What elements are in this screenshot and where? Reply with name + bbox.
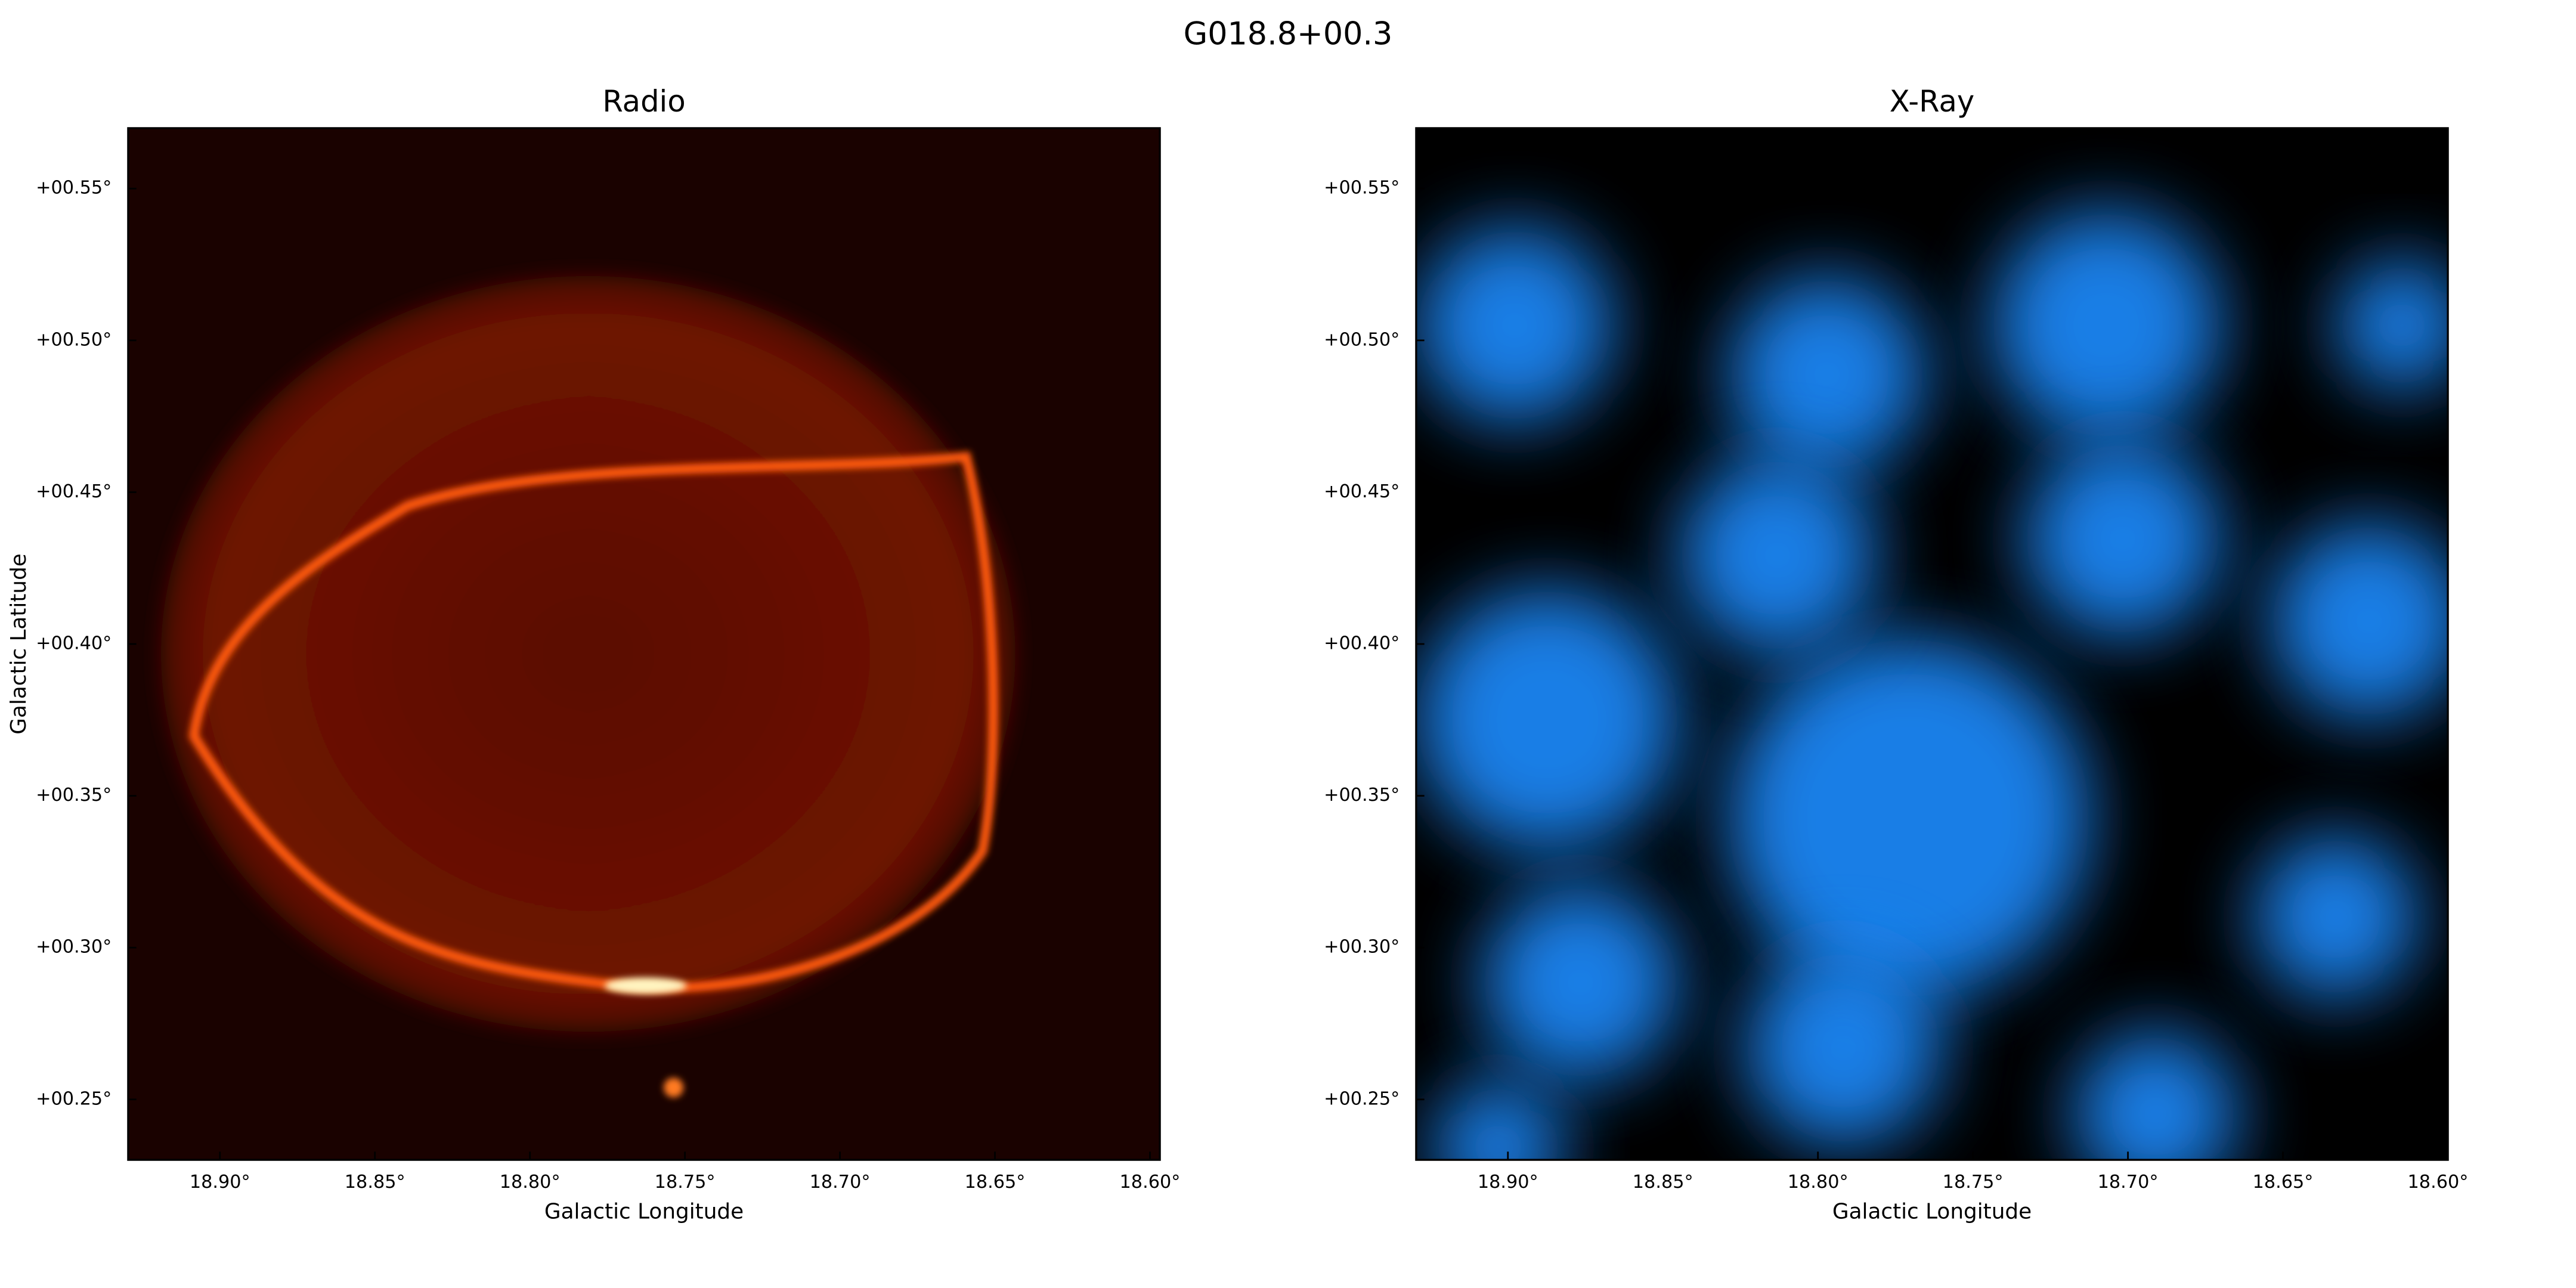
image-hotspot xyxy=(604,977,687,994)
x-tick-label: 18.85° xyxy=(345,1172,405,1193)
image-blob xyxy=(1432,1080,1564,1160)
image-blob xyxy=(2024,440,2221,637)
x-tick-label: 18.60° xyxy=(1120,1172,1181,1193)
y-tick-label: +00.50° xyxy=(1324,329,1400,350)
image-blob xyxy=(1416,588,1679,852)
image-blob xyxy=(2073,1032,2238,1160)
image-blob xyxy=(1416,227,1614,424)
y-tick-label: +00.30° xyxy=(1324,937,1400,958)
x-tick-label: 18.90° xyxy=(190,1172,250,1193)
panel-title: Radio xyxy=(602,84,685,119)
image-blob xyxy=(2270,522,2448,720)
y-tick-label: +00.35° xyxy=(36,785,112,806)
image-panel xyxy=(1416,128,2448,1160)
y-tick-label: +00.40° xyxy=(1324,633,1400,654)
y-tick-label: +00.45° xyxy=(1324,481,1400,502)
x-tick-label: 18.70° xyxy=(2098,1172,2159,1193)
y-tick-label: +00.25° xyxy=(36,1088,112,1109)
x-tick-label: 18.70° xyxy=(810,1172,871,1193)
image-blob xyxy=(1728,637,2090,999)
x-tick-label: 18.90° xyxy=(1478,1172,1538,1193)
y-tick-label: +00.25° xyxy=(1324,1088,1400,1109)
y-tick-label: +00.35° xyxy=(1324,785,1400,806)
image-blob xyxy=(2336,259,2448,391)
y-tick-label: +00.55° xyxy=(36,178,112,199)
image-blob xyxy=(1482,884,1679,1081)
x-tick-label: 18.80° xyxy=(1788,1172,1849,1193)
y-tick-label: +00.45° xyxy=(36,481,112,502)
x-tick-label: 18.85° xyxy=(1633,1172,1693,1193)
x-tick-label: 18.80° xyxy=(500,1172,561,1193)
image-glow xyxy=(161,275,1015,1032)
image-shell xyxy=(188,451,998,993)
image-blob xyxy=(1744,949,1942,1147)
x-tick-label: 18.60° xyxy=(2408,1172,2469,1193)
panel-title: X-Ray xyxy=(1890,84,1974,119)
y-tick-label: +00.50° xyxy=(36,329,112,350)
image-source xyxy=(664,1078,684,1098)
x-axis-label: Galactic Longitude xyxy=(544,1199,744,1224)
x-tick-label: 18.65° xyxy=(2253,1172,2314,1193)
y-tick-label: +00.40° xyxy=(36,633,112,654)
y-axis-label: Galactic Latitude xyxy=(7,553,31,735)
y-tick-label: +00.30° xyxy=(36,937,112,958)
figure-title: G018.8+00.3 xyxy=(1184,16,1393,52)
y-tick-label: +00.55° xyxy=(1324,178,1400,199)
image-blob xyxy=(2254,834,2419,999)
x-tick-label: 18.75° xyxy=(1943,1172,2004,1193)
x-tick-label: 18.65° xyxy=(965,1172,1026,1193)
x-axis-label: Galactic Longitude xyxy=(1832,1199,2032,1224)
image-blob xyxy=(1991,210,2221,441)
image-blob xyxy=(1679,456,1877,654)
x-tick-label: 18.75° xyxy=(655,1172,716,1193)
image-panel xyxy=(128,128,1160,1160)
image-blob xyxy=(1728,275,1925,473)
